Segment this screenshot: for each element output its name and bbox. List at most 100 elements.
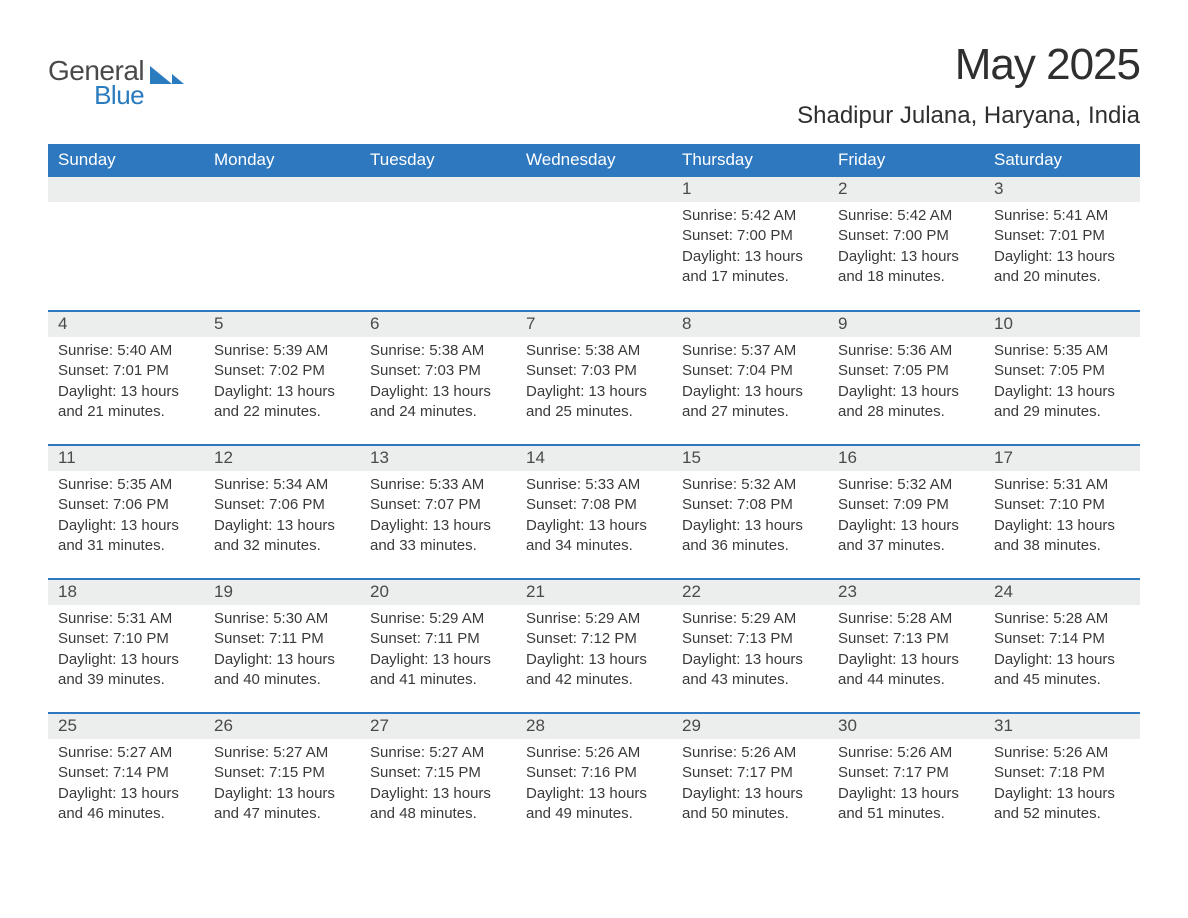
day-details: Sunrise: 5:40 AMSunset: 7:01 PMDaylight:…	[48, 337, 204, 428]
day-number: 3	[984, 177, 1140, 202]
day-details: Sunrise: 5:29 AMSunset: 7:12 PMDaylight:…	[516, 605, 672, 696]
day-number: 25	[48, 714, 204, 739]
day-number: 22	[672, 580, 828, 605]
day-details: Sunrise: 5:28 AMSunset: 7:13 PMDaylight:…	[828, 605, 984, 696]
day-number: 17	[984, 446, 1140, 471]
day-details: Sunrise: 5:39 AMSunset: 7:02 PMDaylight:…	[204, 337, 360, 428]
day-details: Sunrise: 5:27 AMSunset: 7:15 PMDaylight:…	[204, 739, 360, 830]
day-number: 26	[204, 714, 360, 739]
day-details: Sunrise: 5:31 AMSunset: 7:10 PMDaylight:…	[984, 471, 1140, 562]
calendar-day-cell: 30Sunrise: 5:26 AMSunset: 7:17 PMDayligh…	[828, 713, 984, 847]
day-number: 8	[672, 312, 828, 337]
location: Shadipur Julana, Haryana, India	[797, 102, 1140, 130]
day-details: Sunrise: 5:37 AMSunset: 7:04 PMDaylight:…	[672, 337, 828, 428]
calendar-day-cell: 29Sunrise: 5:26 AMSunset: 7:17 PMDayligh…	[672, 713, 828, 847]
calendar-day-cell	[204, 177, 360, 311]
day-number: 30	[828, 714, 984, 739]
day-number: 28	[516, 714, 672, 739]
day-details: Sunrise: 5:26 AMSunset: 7:16 PMDaylight:…	[516, 739, 672, 830]
calendar-day-cell: 26Sunrise: 5:27 AMSunset: 7:15 PMDayligh…	[204, 713, 360, 847]
day-number: 24	[984, 580, 1140, 605]
day-details: Sunrise: 5:28 AMSunset: 7:14 PMDaylight:…	[984, 605, 1140, 696]
logo-triangle-icon	[150, 62, 184, 84]
day-details: Sunrise: 5:35 AMSunset: 7:06 PMDaylight:…	[48, 471, 204, 562]
weekday-header-row: SundayMondayTuesdayWednesdayThursdayFrid…	[48, 144, 1140, 177]
day-details: Sunrise: 5:35 AMSunset: 7:05 PMDaylight:…	[984, 337, 1140, 428]
day-number: 19	[204, 580, 360, 605]
calendar-day-cell: 8Sunrise: 5:37 AMSunset: 7:04 PMDaylight…	[672, 311, 828, 445]
day-number	[360, 177, 516, 202]
day-number: 13	[360, 446, 516, 471]
day-number: 20	[360, 580, 516, 605]
calendar-day-cell: 16Sunrise: 5:32 AMSunset: 7:09 PMDayligh…	[828, 445, 984, 579]
calendar-day-cell: 7Sunrise: 5:38 AMSunset: 7:03 PMDaylight…	[516, 311, 672, 445]
calendar-day-cell: 4Sunrise: 5:40 AMSunset: 7:01 PMDaylight…	[48, 311, 204, 445]
weekday-header: Sunday	[48, 144, 204, 177]
day-details: Sunrise: 5:42 AMSunset: 7:00 PMDaylight:…	[672, 202, 828, 293]
day-number: 21	[516, 580, 672, 605]
day-details: Sunrise: 5:34 AMSunset: 7:06 PMDaylight:…	[204, 471, 360, 562]
day-details: Sunrise: 5:33 AMSunset: 7:07 PMDaylight:…	[360, 471, 516, 562]
calendar-day-cell: 20Sunrise: 5:29 AMSunset: 7:11 PMDayligh…	[360, 579, 516, 713]
day-number: 27	[360, 714, 516, 739]
day-details: Sunrise: 5:41 AMSunset: 7:01 PMDaylight:…	[984, 202, 1140, 293]
calendar-day-cell	[48, 177, 204, 311]
day-number: 11	[48, 446, 204, 471]
day-number: 12	[204, 446, 360, 471]
day-number: 23	[828, 580, 984, 605]
day-number: 9	[828, 312, 984, 337]
day-details: Sunrise: 5:26 AMSunset: 7:18 PMDaylight:…	[984, 739, 1140, 830]
weekday-header: Tuesday	[360, 144, 516, 177]
day-details: Sunrise: 5:38 AMSunset: 7:03 PMDaylight:…	[360, 337, 516, 428]
day-details: Sunrise: 5:30 AMSunset: 7:11 PMDaylight:…	[204, 605, 360, 696]
header: General Blue May 2025 Shadipur Julana, H…	[48, 40, 1140, 140]
calendar-day-cell: 27Sunrise: 5:27 AMSunset: 7:15 PMDayligh…	[360, 713, 516, 847]
day-details: Sunrise: 5:42 AMSunset: 7:00 PMDaylight:…	[828, 202, 984, 293]
calendar-day-cell: 12Sunrise: 5:34 AMSunset: 7:06 PMDayligh…	[204, 445, 360, 579]
calendar-day-cell: 17Sunrise: 5:31 AMSunset: 7:10 PMDayligh…	[984, 445, 1140, 579]
day-details: Sunrise: 5:36 AMSunset: 7:05 PMDaylight:…	[828, 337, 984, 428]
calendar-day-cell: 5Sunrise: 5:39 AMSunset: 7:02 PMDaylight…	[204, 311, 360, 445]
weekday-header: Saturday	[984, 144, 1140, 177]
day-number: 4	[48, 312, 204, 337]
day-number	[516, 177, 672, 202]
day-number: 2	[828, 177, 984, 202]
weekday-header: Thursday	[672, 144, 828, 177]
day-details: Sunrise: 5:27 AMSunset: 7:15 PMDaylight:…	[360, 739, 516, 830]
calendar-day-cell: 14Sunrise: 5:33 AMSunset: 7:08 PMDayligh…	[516, 445, 672, 579]
day-details: Sunrise: 5:26 AMSunset: 7:17 PMDaylight:…	[672, 739, 828, 830]
calendar-day-cell: 21Sunrise: 5:29 AMSunset: 7:12 PMDayligh…	[516, 579, 672, 713]
calendar-week-row: 1Sunrise: 5:42 AMSunset: 7:00 PMDaylight…	[48, 177, 1140, 311]
day-number	[204, 177, 360, 202]
logo-text: General Blue	[48, 58, 144, 107]
day-number: 5	[204, 312, 360, 337]
day-number: 31	[984, 714, 1140, 739]
weekday-header: Wednesday	[516, 144, 672, 177]
calendar-day-cell: 25Sunrise: 5:27 AMSunset: 7:14 PMDayligh…	[48, 713, 204, 847]
day-number: 16	[828, 446, 984, 471]
day-details: Sunrise: 5:27 AMSunset: 7:14 PMDaylight:…	[48, 739, 204, 830]
title-block: May 2025 Shadipur Julana, Haryana, India	[797, 40, 1140, 140]
day-details: Sunrise: 5:33 AMSunset: 7:08 PMDaylight:…	[516, 471, 672, 562]
calendar-day-cell: 24Sunrise: 5:28 AMSunset: 7:14 PMDayligh…	[984, 579, 1140, 713]
calendar-week-row: 18Sunrise: 5:31 AMSunset: 7:10 PMDayligh…	[48, 579, 1140, 713]
calendar-day-cell	[516, 177, 672, 311]
calendar-day-cell: 18Sunrise: 5:31 AMSunset: 7:10 PMDayligh…	[48, 579, 204, 713]
day-number: 7	[516, 312, 672, 337]
calendar-table: SundayMondayTuesdayWednesdayThursdayFrid…	[48, 144, 1140, 847]
calendar-day-cell: 11Sunrise: 5:35 AMSunset: 7:06 PMDayligh…	[48, 445, 204, 579]
calendar-day-cell: 28Sunrise: 5:26 AMSunset: 7:16 PMDayligh…	[516, 713, 672, 847]
day-number	[48, 177, 204, 202]
day-details: Sunrise: 5:31 AMSunset: 7:10 PMDaylight:…	[48, 605, 204, 696]
calendar-day-cell: 22Sunrise: 5:29 AMSunset: 7:13 PMDayligh…	[672, 579, 828, 713]
calendar-day-cell: 31Sunrise: 5:26 AMSunset: 7:18 PMDayligh…	[984, 713, 1140, 847]
calendar-day-cell	[360, 177, 516, 311]
calendar-day-cell: 13Sunrise: 5:33 AMSunset: 7:07 PMDayligh…	[360, 445, 516, 579]
logo: General Blue	[48, 40, 184, 107]
day-number: 6	[360, 312, 516, 337]
day-number: 29	[672, 714, 828, 739]
day-number: 1	[672, 177, 828, 202]
month-title: May 2025	[797, 40, 1140, 90]
calendar-day-cell: 19Sunrise: 5:30 AMSunset: 7:11 PMDayligh…	[204, 579, 360, 713]
weekday-header: Friday	[828, 144, 984, 177]
